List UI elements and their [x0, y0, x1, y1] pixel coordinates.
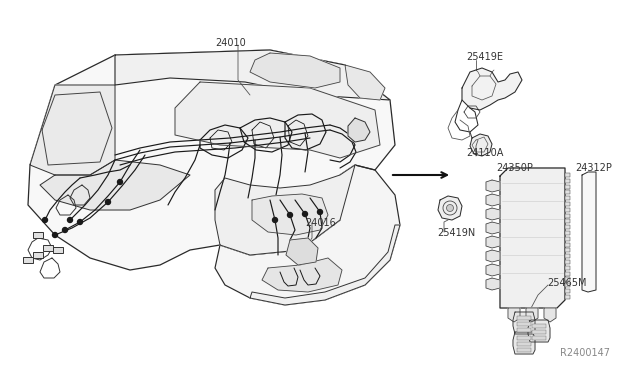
- Bar: [532, 330, 546, 334]
- Circle shape: [447, 205, 454, 212]
- Text: 24010: 24010: [215, 38, 246, 48]
- Polygon shape: [250, 53, 340, 88]
- Bar: [565, 266, 570, 270]
- Circle shape: [317, 209, 323, 215]
- Text: R2400147: R2400147: [560, 348, 610, 358]
- Polygon shape: [486, 264, 500, 276]
- Polygon shape: [286, 238, 318, 265]
- Polygon shape: [250, 225, 400, 305]
- Bar: [565, 243, 570, 247]
- FancyBboxPatch shape: [23, 257, 33, 263]
- Bar: [565, 219, 570, 224]
- FancyBboxPatch shape: [53, 247, 63, 253]
- Circle shape: [52, 232, 58, 237]
- Polygon shape: [345, 65, 385, 100]
- Polygon shape: [348, 118, 370, 142]
- Polygon shape: [508, 308, 520, 322]
- Polygon shape: [513, 312, 535, 334]
- Polygon shape: [500, 168, 565, 308]
- Circle shape: [42, 218, 47, 222]
- Polygon shape: [486, 236, 500, 248]
- Polygon shape: [30, 85, 115, 175]
- Bar: [565, 289, 570, 293]
- Bar: [565, 295, 570, 299]
- Bar: [532, 324, 546, 328]
- Text: 24110A: 24110A: [466, 148, 504, 158]
- Polygon shape: [262, 258, 342, 292]
- Bar: [565, 237, 570, 241]
- Polygon shape: [486, 208, 500, 220]
- Circle shape: [67, 218, 72, 222]
- Bar: [565, 225, 570, 229]
- FancyBboxPatch shape: [33, 252, 43, 258]
- Polygon shape: [486, 222, 500, 234]
- Bar: [565, 272, 570, 276]
- Bar: [517, 342, 531, 346]
- Polygon shape: [175, 82, 380, 158]
- Circle shape: [118, 180, 122, 185]
- Polygon shape: [438, 196, 462, 220]
- Bar: [517, 316, 531, 320]
- FancyBboxPatch shape: [43, 245, 53, 251]
- Polygon shape: [486, 194, 500, 206]
- Bar: [517, 328, 531, 332]
- Circle shape: [63, 228, 67, 232]
- Polygon shape: [544, 308, 556, 322]
- Bar: [517, 348, 531, 352]
- Bar: [565, 179, 570, 183]
- Bar: [565, 214, 570, 218]
- Polygon shape: [462, 68, 522, 110]
- Circle shape: [303, 212, 307, 217]
- Bar: [565, 283, 570, 287]
- Bar: [565, 260, 570, 264]
- Text: 24350P: 24350P: [496, 163, 533, 173]
- Polygon shape: [513, 332, 535, 354]
- Polygon shape: [470, 134, 492, 156]
- Bar: [517, 336, 531, 340]
- FancyBboxPatch shape: [33, 232, 43, 238]
- Polygon shape: [528, 320, 550, 342]
- Bar: [565, 196, 570, 200]
- Text: 24016: 24016: [305, 218, 336, 228]
- Bar: [565, 208, 570, 212]
- Text: 25419N: 25419N: [437, 228, 476, 238]
- Bar: [565, 185, 570, 189]
- Circle shape: [106, 199, 111, 205]
- Polygon shape: [115, 50, 390, 100]
- Polygon shape: [486, 180, 500, 192]
- Polygon shape: [215, 165, 400, 305]
- Polygon shape: [40, 160, 190, 210]
- Bar: [565, 278, 570, 281]
- Circle shape: [287, 212, 292, 218]
- Bar: [532, 336, 546, 340]
- Polygon shape: [42, 92, 112, 165]
- Circle shape: [77, 219, 83, 224]
- Text: 25419E: 25419E: [466, 52, 503, 62]
- Bar: [565, 190, 570, 195]
- Bar: [565, 231, 570, 235]
- Text: 24312P: 24312P: [575, 163, 612, 173]
- Bar: [517, 322, 531, 326]
- Polygon shape: [486, 250, 500, 262]
- Bar: [565, 202, 570, 206]
- Polygon shape: [28, 50, 395, 270]
- Polygon shape: [526, 308, 538, 322]
- Bar: [565, 254, 570, 258]
- Polygon shape: [215, 165, 355, 255]
- Text: 25465M: 25465M: [547, 278, 586, 288]
- Polygon shape: [252, 194, 328, 235]
- Circle shape: [273, 218, 278, 222]
- Polygon shape: [582, 172, 596, 292]
- Bar: [565, 248, 570, 252]
- Bar: [565, 173, 570, 177]
- Polygon shape: [486, 278, 500, 290]
